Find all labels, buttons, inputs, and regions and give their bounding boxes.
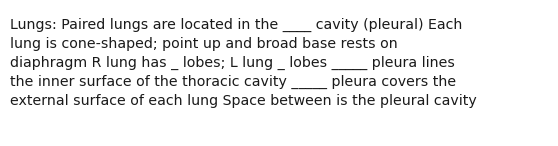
Text: Lungs: Paired lungs are located in the ____ cavity (pleural) Each
lung is cone-s: Lungs: Paired lungs are located in the _… xyxy=(10,18,477,108)
